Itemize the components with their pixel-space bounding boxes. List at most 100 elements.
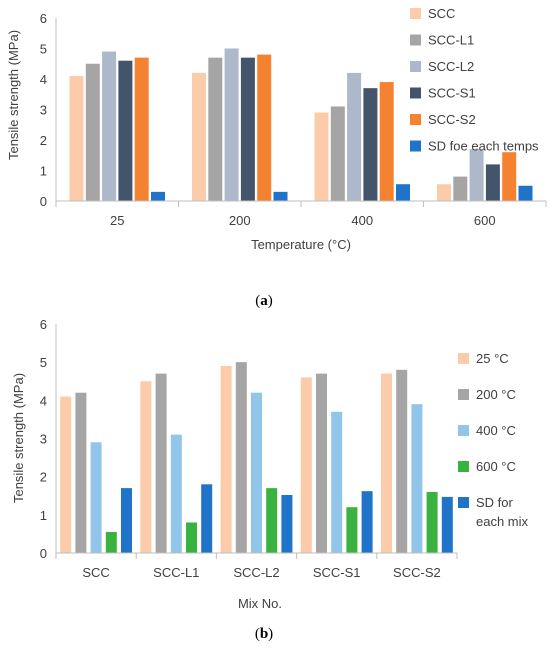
y-tick-label: 3 (40, 103, 47, 118)
bar-scc-1 (192, 72, 206, 202)
y-tick-label: 0 (40, 194, 47, 209)
bar-scc-l2-2 (347, 72, 362, 202)
bar-25-c-0 (60, 396, 72, 553)
legend-label: 25 °C (476, 351, 509, 366)
legend-label: 200 °C (476, 387, 516, 402)
chart-b-bars (60, 362, 453, 553)
bar-scc-l2-3 (469, 149, 484, 201)
chart-a-caption: (a) (255, 293, 273, 309)
legend-label: SCC (428, 6, 455, 21)
legend-swatch (410, 140, 421, 152)
bar-400-c-0 (90, 442, 102, 553)
y-tick-label: 2 (40, 470, 47, 485)
chart-b-axes: 0 1 2 3 4 5 6 SCC SCC-L1 SCC-L2 SCC-S1 SCC-S2 (40, 317, 458, 580)
y-tick-label: 4 (40, 72, 47, 87)
bar-scc-s2-2 (379, 82, 394, 201)
chart-a-bars (69, 48, 533, 202)
y-tick-label: 6 (40, 317, 47, 332)
legend-swatch (458, 353, 469, 364)
bar-sd-for-each-mix-0 (121, 488, 132, 553)
x-tick-label: SCC-S2 (393, 565, 441, 580)
chart-b-caption-letter: b (260, 626, 268, 642)
chart-b-legend: 25 °C 200 °C 400 °C 600 °C SD for each mix (458, 351, 529, 529)
y-tick-label: 6 (40, 11, 47, 26)
bar-scc-l1-2 (330, 106, 345, 201)
bar-600-c-3 (346, 507, 358, 553)
bar-600-c-4 (426, 491, 438, 553)
bar-600-c-0 (105, 532, 117, 553)
bar-scc-s2-3 (502, 152, 517, 201)
legend-swatch (458, 497, 469, 508)
bar-scc-s1-2 (363, 88, 378, 201)
chart-a-y-axis-label: Tensile strength (MPa) (6, 30, 21, 160)
bar-600-c-2 (266, 488, 278, 553)
y-tick-label: 4 (40, 393, 47, 408)
bar-200-c-4 (396, 369, 408, 553)
y-tick-label: 1 (40, 508, 47, 523)
chart-b: 0 1 2 3 4 5 6 SCC SCC-L1 SCC-L2 SCC-S1 SCC-S2 Tensi… (11, 317, 529, 642)
legend-swatch (410, 61, 421, 72)
bar-400-c-3 (331, 411, 343, 553)
bar-25-c-4 (381, 373, 392, 553)
chart-a-legend: SCC SCC-L1 SCC-L2 SCC-S1 SCC-S2 SD foe each t… (410, 6, 539, 154)
chart-a-caption-letter: a (260, 293, 268, 309)
bar-25-c-2 (220, 365, 232, 553)
legend-label: 600 °C (476, 459, 516, 474)
chart-a-caption-close: ) (268, 293, 273, 309)
chart-a-x-axis-label: Temperature (°C) (251, 237, 351, 252)
x-tick-label: 200 (229, 213, 251, 228)
y-tick-label: 1 (40, 164, 47, 179)
x-tick-label: SCC (82, 565, 109, 580)
bar-scc-0 (69, 75, 84, 201)
x-tick-label: 400 (351, 213, 373, 228)
legend-swatch (458, 461, 469, 472)
chart-a-axes: 0 1 2 3 4 5 6 25 200 400 600 (40, 11, 547, 228)
bar-sd-foe-each-temps-3 (518, 185, 533, 201)
chart-b-x-axis-label: Mix No. (238, 596, 282, 611)
x-tick-label: SCC-S1 (313, 565, 361, 580)
bar-scc-l2-1 (224, 48, 239, 201)
legend-label: 400 °C (476, 423, 516, 438)
legend-swatch (410, 34, 421, 46)
bar-sd-foe-each-temps-2 (396, 184, 410, 201)
x-tick-label: SCC-L2 (233, 565, 279, 580)
bar-200-c-3 (316, 373, 327, 553)
bar-sd-foe-each-temps-0 (151, 191, 165, 201)
y-tick-label: 3 (40, 432, 47, 447)
bar-400-c-4 (411, 404, 423, 553)
legend-swatch (458, 389, 469, 400)
x-tick-label: 600 (474, 213, 496, 228)
y-tick-label: 2 (40, 133, 47, 148)
chart-a-caption-open: ( (255, 293, 260, 309)
y-tick-label: 5 (40, 355, 47, 370)
chart-b-caption: (b) (255, 626, 273, 642)
bar-scc-s1-1 (240, 57, 255, 202)
bar-600-c-1 (186, 522, 197, 553)
chart-b-y-axis-label: Tensile strength (MPa) (11, 373, 26, 503)
bar-sd-foe-each-temps-1 (273, 191, 288, 201)
bar-sd-for-each-mix-3 (361, 491, 373, 553)
bar-scc-s2-1 (257, 54, 272, 201)
legend-swatch (458, 425, 469, 436)
y-tick-label: 5 (40, 42, 47, 57)
chart-a: 0 1 2 3 4 5 6 25 200 400 600 Tensile strength (MPa… (6, 6, 547, 309)
bar-scc-s1-3 (485, 164, 500, 201)
x-tick-label: 25 (110, 213, 124, 228)
chart-b-caption-open: ( (255, 626, 260, 642)
bar-400-c-1 (170, 434, 182, 553)
bar-scc-2 (314, 112, 329, 201)
bar-200-c-1 (155, 373, 167, 553)
bar-scc-l2-0 (102, 51, 117, 201)
bar-scc-l1-0 (85, 63, 100, 201)
bar-200-c-2 (235, 362, 247, 553)
bar-200-c-0 (75, 392, 87, 553)
legend-swatch (410, 87, 421, 99)
bar-25-c-3 (300, 377, 312, 553)
y-tick-label: 0 (40, 546, 47, 561)
legend-label: SCC-S1 (428, 86, 476, 101)
bar-sd-for-each-mix-2 (281, 494, 293, 553)
legend-swatch (410, 8, 421, 19)
legend-label: SD for each mix (476, 495, 529, 529)
bar-scc-s1-0 (118, 60, 133, 202)
